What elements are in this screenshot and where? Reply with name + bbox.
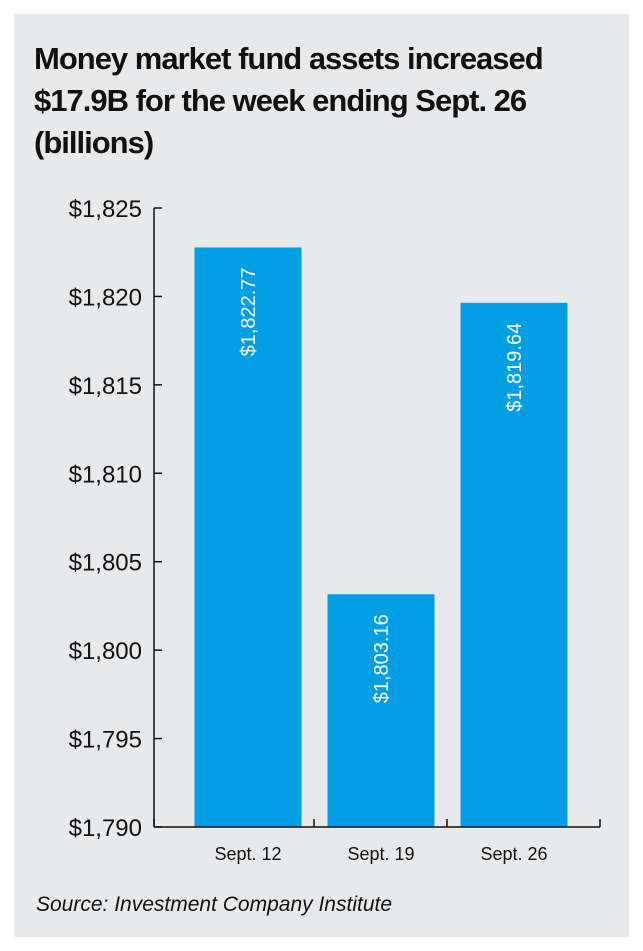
y-tick-label: $1,825 [69,196,142,223]
y-tick-label: $1,800 [69,638,142,665]
x-tick-label: Sept. 12 [214,844,281,864]
y-tick-label: $1,795 [69,727,142,754]
data-labels: $1,822.77 $1,803.16 $1,819.64 [238,267,526,703]
bars-group [194,247,568,828]
y-tick-label: $1,815 [69,373,142,400]
bar-data-label: $1,822.77 [238,267,260,356]
chart-title: Money market fund assets increased $17.9… [34,41,544,160]
x-tick-label: Sept. 19 [347,844,414,864]
y-tick-label: $1,810 [69,461,142,488]
bar-data-label: $1,803.16 [371,614,393,703]
bar [194,247,302,827]
bar [327,594,435,827]
x-tick-label: Sept. 26 [480,844,547,864]
y-tick-label: $1,820 [69,284,142,311]
y-tick-labels: $1,790 $1,795 $1,800 $1,805 $1,810 $1,815 $1,8… [69,196,142,842]
x-tick-labels: Sept. 12 Sept. 19 Sept. 26 [214,844,547,864]
bar-data-label: $1,819.64 [504,323,526,412]
bar [460,302,568,828]
y-tick-label: $1,805 [69,550,142,577]
y-tick-label: $1,790 [69,815,142,842]
source-note: Source: Investment Company Institute [36,893,393,916]
